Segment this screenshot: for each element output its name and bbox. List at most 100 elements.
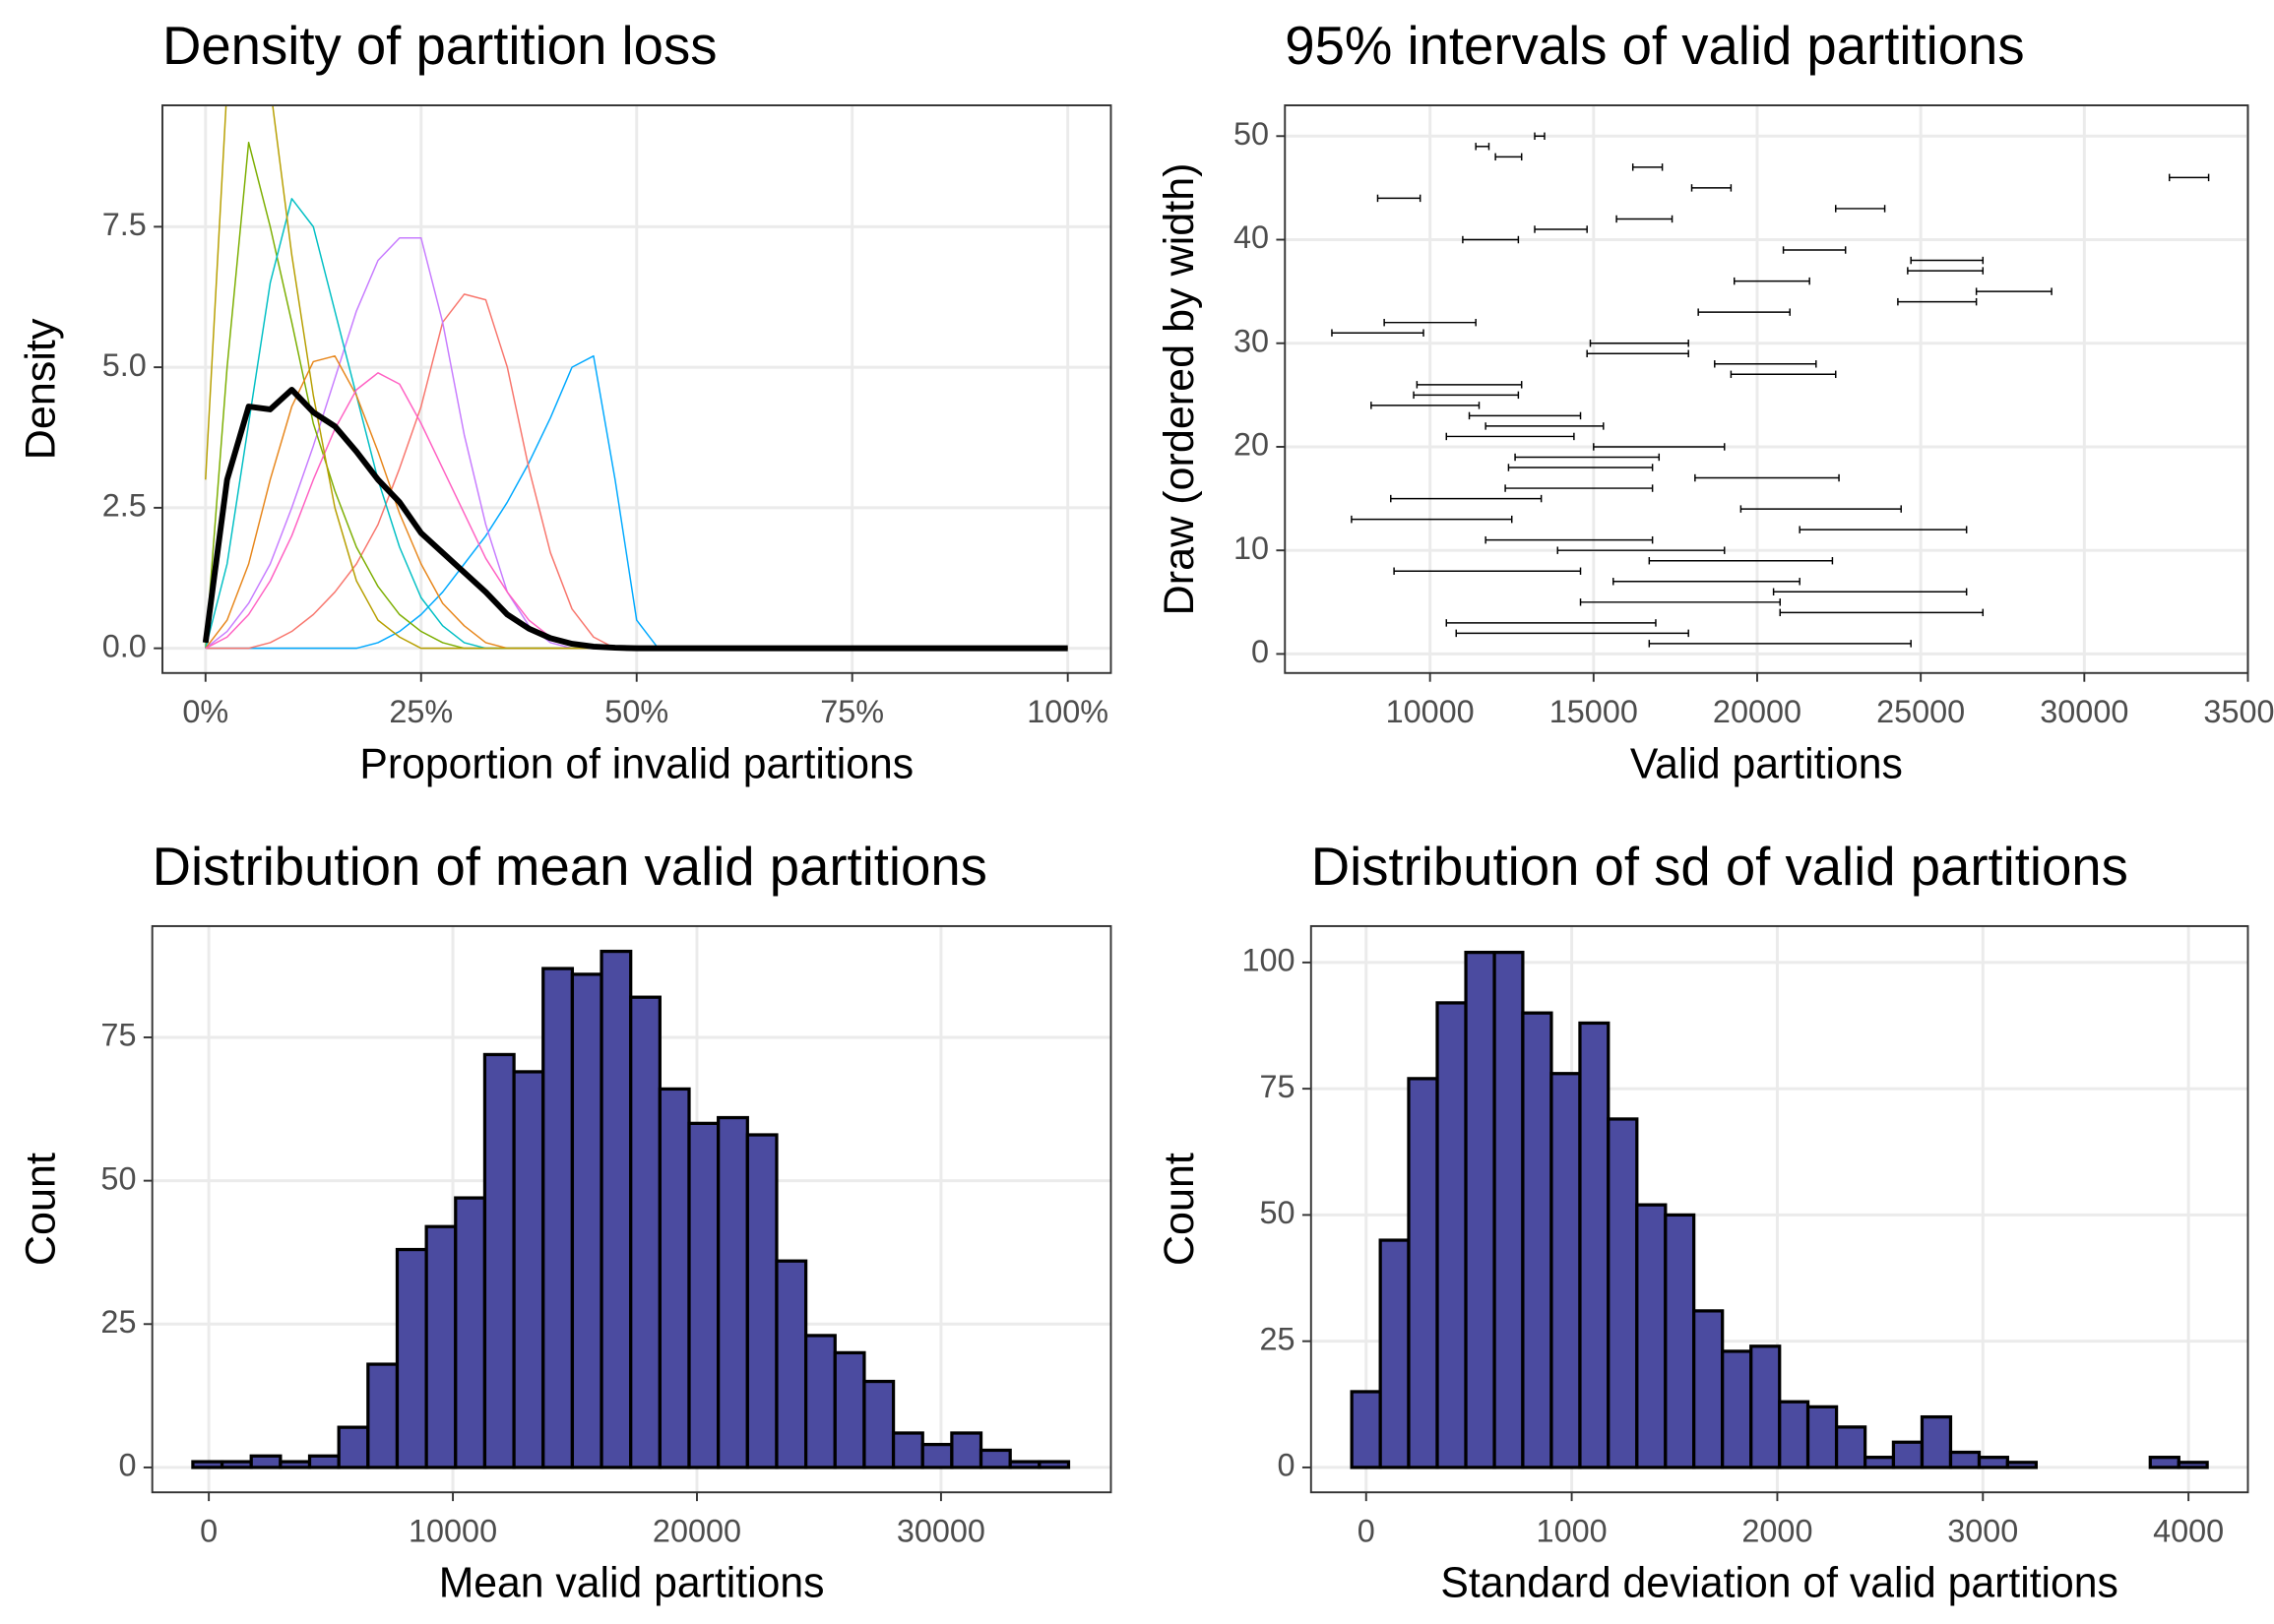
histogram-bar — [862, 1379, 896, 1469]
chart-title: 95% intervals of valid partitions — [1285, 15, 2024, 76]
x-tick-label: 10000 — [1386, 694, 1475, 729]
histogram-bar — [1008, 1460, 1042, 1469]
histogram-bar — [541, 967, 575, 1469]
panel: 0 10000 20000 30000 0 25 50 75 Distribution of m… — [18, 836, 1112, 1607]
histogram-bar — [1721, 1349, 1753, 1469]
x-axis-title: Standard deviation of valid partitions — [1440, 1560, 2118, 1607]
x-tick-label: 0% — [182, 694, 228, 729]
histogram-bar — [1664, 1213, 1696, 1469]
x-tick-label: 15000 — [1549, 694, 1638, 729]
y-tick-label: 100 — [1242, 942, 1295, 977]
histogram-bar — [891, 1431, 924, 1469]
panel-border — [161, 104, 1112, 674]
x-tick-label: 0 — [1358, 1513, 1375, 1548]
y-tick-label: 7.5 — [102, 207, 147, 242]
histogram-bar — [1378, 1238, 1411, 1469]
y-tick-label: 0 — [1251, 634, 1269, 669]
x-tick-label: 3000 — [1947, 1513, 2018, 1548]
histogram-bar — [2177, 1461, 2209, 1469]
y-tick-label: 20 — [1233, 426, 1269, 462]
histogram-bar — [833, 1350, 866, 1469]
histogram-bar — [1407, 1077, 1439, 1469]
x-tick-label: 10000 — [409, 1513, 497, 1548]
y-axis-title: Count — [1156, 1153, 1203, 1266]
histogram-bar — [1635, 1203, 1668, 1469]
histogram-bar — [717, 1115, 749, 1469]
histogram-bar — [1692, 1309, 1725, 1469]
histogram-bar — [658, 1087, 691, 1469]
histogram-bar — [1863, 1456, 1896, 1469]
histogram-bar — [1834, 1425, 1867, 1469]
histogram-bar — [629, 995, 662, 1469]
histogram-bar — [279, 1460, 312, 1469]
plot-marks — [202, 105, 1068, 652]
histogram-bar — [1977, 1456, 2009, 1469]
plot-marks — [1331, 132, 2210, 648]
x-tick-label: 20000 — [1713, 694, 1801, 729]
panel-background — [1285, 105, 2248, 673]
x-tick-label: 1000 — [1537, 1513, 1608, 1548]
histogram-bar — [1038, 1460, 1071, 1469]
chart-title: Distribution of sd of valid partitions — [1311, 836, 2128, 897]
x-tick-label: 25% — [389, 694, 453, 729]
histogram-bar — [1492, 950, 1525, 1469]
histogram-bar — [950, 1431, 983, 1469]
x-axis-title: Mean valid partitions — [439, 1560, 825, 1607]
histogram-bar — [2148, 1456, 2180, 1469]
histogram-bar — [1464, 950, 1496, 1469]
density-line — [205, 354, 1068, 650]
histogram-bar — [1948, 1450, 1982, 1469]
y-axis-title: Density — [18, 318, 65, 460]
histogram-bar — [1805, 1405, 1839, 1469]
y-tick-label: 75 — [1260, 1069, 1295, 1104]
histogram-bar — [979, 1448, 1012, 1469]
y-tick-label: 50 — [100, 1160, 136, 1196]
histogram-bar — [454, 1196, 487, 1469]
histogram-bar — [803, 1334, 837, 1469]
x-tick-label: 50% — [604, 694, 668, 729]
histogram-bar — [687, 1121, 721, 1469]
y-tick-label: 50 — [1260, 1195, 1295, 1230]
histogram-bar — [1778, 1400, 1810, 1469]
histogram-bar — [1578, 1021, 1611, 1469]
x-axis-title: Proportion of invalid partitions — [359, 740, 914, 787]
histogram-bar — [600, 949, 633, 1469]
x-tick-label: 30000 — [2040, 694, 2128, 729]
y-tick-label: 40 — [1233, 219, 1269, 255]
histogram-bar — [1549, 1072, 1582, 1469]
x-tick-label: 0 — [200, 1513, 218, 1548]
y-axis-title: Draw (ordered by width) — [1156, 162, 1203, 615]
x-tick-label: 30000 — [897, 1513, 985, 1548]
y-tick-label: 25 — [1260, 1321, 1295, 1356]
y-tick-label: 2.5 — [102, 487, 147, 523]
chart-title: Distribution of mean valid partitions — [153, 836, 987, 897]
histogram-bar — [1350, 1390, 1382, 1469]
plot-marks — [1350, 950, 2209, 1469]
panel: 0% 25% 50% 75% 100% 0.0 2.5 5.0 7.5 Density of pa… — [18, 15, 1112, 787]
histogram-bar — [1435, 1001, 1468, 1469]
x-tick-label: 25000 — [1876, 694, 1965, 729]
histogram-bar — [1920, 1414, 1953, 1469]
x-tick-label: 4000 — [2153, 1513, 2224, 1548]
y-tick-label: 0 — [1278, 1447, 1295, 1482]
panel: 0 1000 2000 3000 4000 0 25 50 75 100 Distribution … — [1156, 836, 2249, 1607]
plot-marks — [191, 949, 1071, 1469]
histogram-bar — [220, 1460, 253, 1469]
y-tick-label: 75 — [100, 1017, 136, 1052]
histogram-bar — [482, 1052, 516, 1469]
histogram-bar — [512, 1070, 545, 1469]
histogram-bar — [1749, 1344, 1782, 1469]
x-axis-title: Valid partitions — [1630, 740, 1903, 787]
histogram-bar — [1521, 1011, 1553, 1469]
x-tick-label: 100% — [1027, 694, 1108, 729]
histogram-bar — [395, 1247, 428, 1469]
y-axis-title: Count — [18, 1153, 65, 1266]
y-tick-label: 25 — [100, 1304, 136, 1340]
y-tick-label: 50 — [1233, 116, 1269, 152]
histogram-bar — [2005, 1461, 2038, 1469]
y-tick-label: 30 — [1233, 323, 1269, 358]
